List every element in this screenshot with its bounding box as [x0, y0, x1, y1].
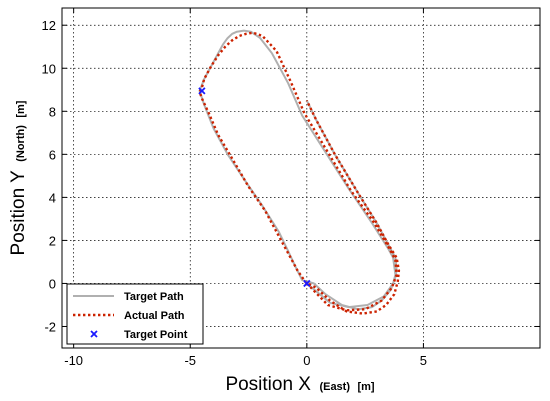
y-tick-label: -2	[44, 319, 56, 334]
x-axis-title: Position X	[225, 374, 311, 395]
x-axis-unit: [m]	[357, 381, 374, 393]
legend-swatch-target-point	[90, 330, 98, 338]
x-axis-qualifier: (East)	[319, 381, 350, 393]
legend-label-actual-path: Actual Path	[124, 310, 185, 322]
legend-label-target-path: Target Path	[124, 291, 184, 303]
x-axis-label: Position X (East) [m]	[225, 374, 374, 395]
y-tick-label: 0	[49, 276, 56, 291]
x-tick-label: -10	[64, 353, 83, 368]
y-tick-label: 2	[49, 233, 56, 248]
legend-label-target-point: Target Point	[124, 329, 188, 341]
y-axis-qualifier: (North)	[15, 125, 27, 162]
y-axis-label: Position Y (North) [m]	[8, 100, 29, 255]
y-tick-label: 4	[49, 190, 56, 205]
y-axis-title: Position Y	[8, 170, 29, 256]
x-tick-label: 5	[420, 353, 427, 368]
actual-path-line	[198, 31, 401, 315]
x-tick-label: -5	[184, 353, 196, 368]
y-axis-unit: [m]	[15, 100, 27, 117]
y-tick-label: 6	[49, 147, 56, 162]
y-tick-label: 12	[42, 18, 56, 33]
axis-ticks: -10 -5 0 5 -2 0 2 4 6 8 10 12	[42, 8, 540, 368]
grid	[62, 8, 540, 348]
target-point-marker	[198, 87, 206, 95]
series-layer	[198, 29, 401, 315]
y-tick-label: 10	[42, 61, 56, 76]
target-point-marker	[303, 279, 311, 288]
x-tick-label: 0	[303, 353, 310, 368]
legend: Target Path Actual Path Target Point	[66, 283, 204, 345]
y-tick-label: 8	[49, 104, 56, 119]
